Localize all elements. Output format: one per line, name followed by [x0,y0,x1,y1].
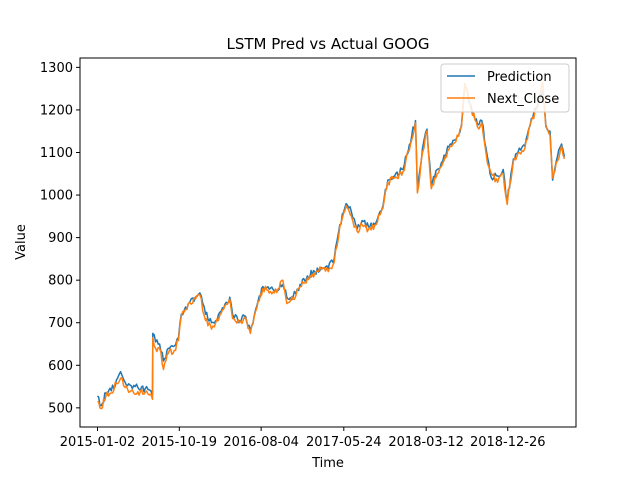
series-line-prediction [96,85,566,407]
chart-title: LSTM Pred vs Actual GOOG [227,35,430,53]
y-tick-label: 600 [48,359,73,374]
series-line-next-close [97,81,566,410]
legend-label-prediction: Prediction [487,70,552,85]
y-tick-label: 700 [48,316,73,331]
y-tick-label: 1300 [40,61,73,76]
x-tick-label: 2016-08-04 [223,435,299,450]
series-layer [96,81,566,410]
x-tick-label: 2018-12-26 [470,435,546,450]
x-tick-label: 2015-10-19 [142,435,218,450]
y-tick-label: 800 [48,274,73,289]
legend-label-next-close: Next_Close [487,92,559,107]
y-axis: 500 600 700 800 900 1000 1100 1200 1300 [40,61,80,416]
legend: Prediction Next_Close [440,63,570,113]
y-tick-label: 900 [48,231,73,246]
y-tick-label: 1200 [40,103,73,118]
y-tick-label: 1000 [40,189,73,204]
x-tick-label: 2017-05-24 [306,435,382,450]
x-tick-label: 2015-01-02 [60,435,136,450]
y-tick-label: 1100 [40,146,73,161]
y-tick-label: 500 [48,401,73,416]
x-tick-label: 2018-03-12 [388,435,464,450]
plot-frame [79,57,577,428]
x-axis: 2015-01-02 2015-10-19 2016-08-04 2017-05-24… [60,427,546,450]
x-axis-label: Time [311,456,344,471]
y-axis-label: Value [14,224,29,260]
